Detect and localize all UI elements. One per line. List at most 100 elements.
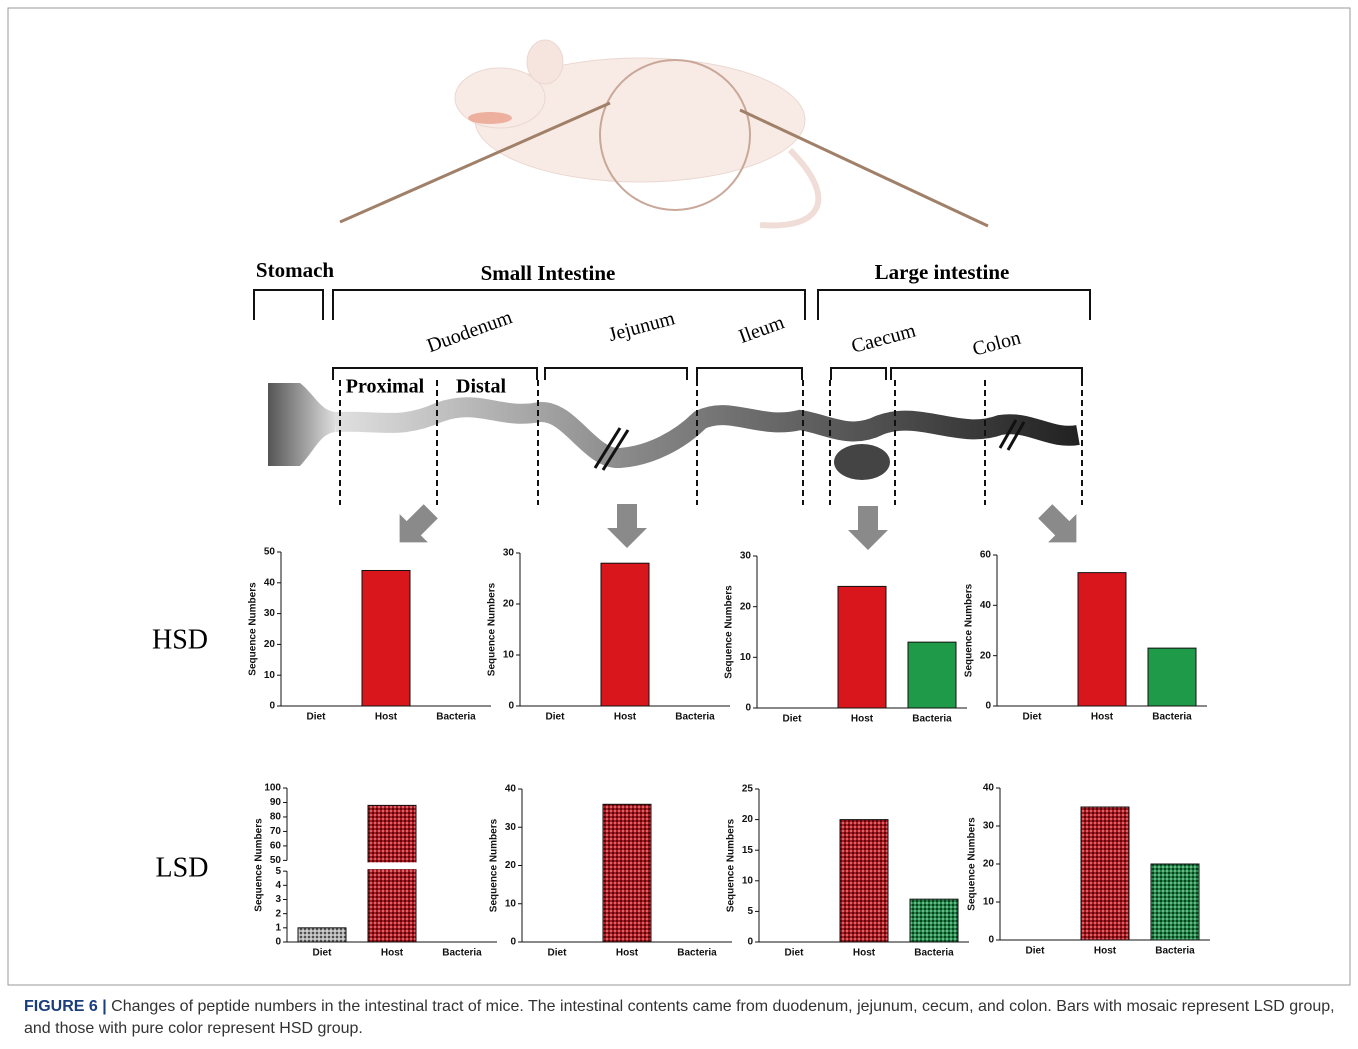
y-tick-label: 1	[275, 922, 281, 933]
y-tick-label: 20	[740, 601, 752, 612]
bar	[601, 563, 649, 706]
x-tick-label: Host	[616, 948, 639, 959]
sections: Stomach Small Intestine Large intestine	[256, 258, 1009, 285]
brackets	[254, 290, 1090, 380]
y-tick-label: 3	[275, 894, 281, 905]
y-tick-label: 10	[983, 897, 995, 908]
y-tick-label: 0	[745, 703, 751, 714]
bar	[910, 899, 958, 942]
y-tick-label: 15	[742, 845, 754, 856]
segment-label: Jejunum	[606, 307, 678, 346]
page: Stomach Small Intestine Large intestine …	[0, 0, 1358, 1049]
x-tick-label: Diet	[546, 712, 566, 723]
part-label: Proximal	[346, 376, 425, 398]
y-tick-label: 30	[983, 821, 995, 832]
x-tick-label: Host	[375, 712, 398, 723]
bar	[838, 586, 886, 708]
x-tick-label: Host	[1094, 946, 1117, 957]
y-tick-label: 40	[264, 577, 276, 588]
axis-break	[288, 862, 498, 869]
x-tick-label: Diet	[548, 948, 568, 959]
section-label: Stomach	[256, 258, 334, 282]
bar	[603, 804, 651, 942]
y-tick-label: 30	[740, 551, 752, 562]
y-tick-label: 0	[275, 937, 281, 948]
y-tick-label: 5	[275, 866, 281, 877]
y-tick-label: 0	[269, 701, 275, 712]
y-tick-label: 90	[270, 797, 282, 808]
y-tick-label: 20	[264, 639, 276, 650]
y-axis-label: Sequence Numbers	[487, 582, 498, 676]
caption-label: FIGURE 6 |	[24, 998, 107, 1015]
zoom-line	[740, 110, 988, 226]
bar	[840, 820, 888, 942]
y-tick-label: 10	[503, 650, 515, 661]
y-tick-label: 100	[264, 783, 281, 794]
y-tick-label: 2	[275, 908, 281, 919]
segment-label: Duodenum	[424, 306, 515, 357]
y-tick-label: 70	[270, 826, 282, 837]
figure: Stomach Small Intestine Large intestine …	[0, 0, 1358, 990]
section-label: Small Intestine	[481, 261, 616, 285]
x-tick-label: Host	[614, 712, 637, 723]
y-tick-label: 30	[505, 822, 517, 833]
x-tick-label: Diet	[1023, 712, 1043, 723]
bar-chart: 0102030Sequence NumbersDietHostBacteria	[724, 551, 967, 725]
x-tick-label: Host	[853, 948, 876, 959]
y-tick-label: 30	[264, 608, 276, 619]
y-axis-label: Sequence Numbers	[724, 585, 735, 679]
y-axis-label: Sequence Numbers	[964, 583, 975, 677]
caption-text: Changes of peptide numbers in the intest…	[24, 998, 1335, 1037]
mouse-illustration	[455, 40, 818, 226]
y-tick-label: 20	[980, 650, 992, 661]
y-tick-label: 0	[985, 701, 991, 712]
group-label: HSD	[152, 624, 208, 655]
y-tick-label: 40	[505, 784, 517, 795]
bar-chart: 010203040Sequence NumbersDietHostBacteri…	[489, 784, 732, 959]
y-tick-label: 40	[983, 783, 995, 794]
arrows	[385, 497, 1090, 556]
y-axis-label: Sequence Numbers	[967, 817, 978, 911]
y-tick-label: 40	[980, 600, 992, 611]
x-tick-label: Bacteria	[675, 712, 715, 723]
group-label: LSD	[156, 852, 209, 883]
bar	[362, 570, 410, 706]
part-label: Distal	[456, 376, 506, 398]
x-tick-label: Host	[1091, 712, 1114, 723]
y-tick-label: 0	[510, 937, 516, 948]
segment-label: Colon	[970, 327, 1023, 361]
x-tick-label: Host	[851, 714, 874, 725]
segment-label: Ileum	[736, 311, 788, 348]
x-tick-label: Bacteria	[442, 948, 482, 959]
y-axis-label: Sequence Numbers	[489, 818, 500, 912]
bar	[1151, 864, 1199, 940]
y-tick-label: 30	[503, 548, 515, 559]
y-axis-label: Sequence Numbers	[248, 582, 259, 676]
y-tick-label: 10	[505, 898, 517, 909]
y-tick-label: 60	[980, 550, 992, 561]
bar	[1148, 648, 1196, 706]
y-tick-label: 0	[508, 701, 514, 712]
x-tick-label: Bacteria	[1152, 712, 1192, 723]
y-tick-label: 4	[275, 880, 281, 891]
y-tick-label: 20	[983, 859, 995, 870]
x-tick-label: Diet	[307, 712, 327, 723]
y-tick-label: 0	[747, 937, 753, 948]
bar	[908, 642, 956, 708]
segment-label: Caecum	[849, 319, 918, 357]
caption: FIGURE 6 | Changes of peptide numbers in…	[24, 996, 1344, 1040]
y-tick-label: 20	[742, 814, 754, 825]
y-tick-label: 20	[503, 599, 515, 610]
x-tick-label: Bacteria	[436, 712, 476, 723]
y-tick-label: 0	[988, 935, 994, 946]
x-tick-label: Diet	[785, 948, 805, 959]
y-tick-label: 10	[264, 670, 276, 681]
y-tick-label: 10	[742, 875, 754, 886]
x-tick-label: Bacteria	[1155, 946, 1195, 957]
x-tick-label: Bacteria	[912, 714, 952, 725]
bar	[1078, 573, 1126, 706]
